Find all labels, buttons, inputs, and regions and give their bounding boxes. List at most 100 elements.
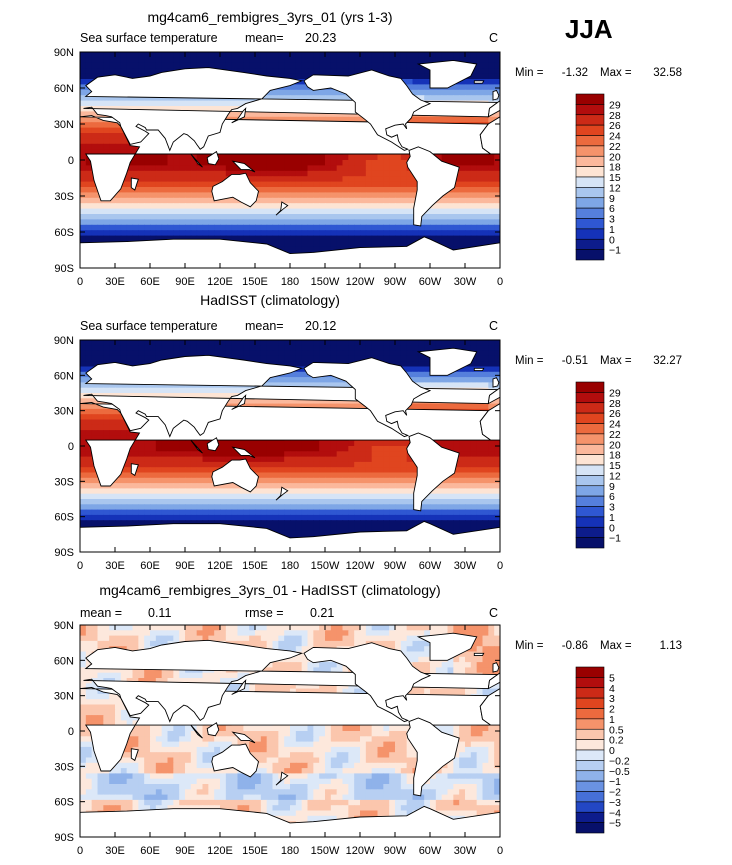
field-cell: [330, 160, 338, 166]
field-cell: [85, 419, 93, 426]
mean-value: 20.23: [305, 31, 336, 45]
field-cell: [360, 224, 367, 231]
field-cell: [313, 350, 320, 357]
field-cell: [208, 456, 215, 463]
field-cell: [389, 461, 396, 468]
field-cell: [120, 197, 128, 204]
field-cell: [202, 461, 209, 468]
field-cell: [301, 235, 309, 242]
field-cell: [115, 430, 122, 436]
field-cell: [150, 165, 157, 172]
field-cell: [290, 377, 297, 383]
field-cell: [144, 57, 151, 64]
field-cell: [470, 361, 478, 368]
field-cell: [354, 467, 361, 474]
field-cell: [167, 230, 174, 237]
field-cell: [360, 456, 367, 463]
field-cell: [319, 477, 326, 484]
field-cell: [132, 440, 139, 447]
field-cell: [155, 52, 163, 58]
field-cell: [447, 208, 454, 215]
field-cell: [138, 483, 145, 489]
field-cell: [494, 461, 500, 468]
field-cell: [290, 57, 297, 64]
field-cell: [91, 197, 99, 204]
field-cell: [395, 456, 402, 463]
field-cell: [132, 361, 139, 368]
field-cell: [97, 203, 104, 210]
field-cell: [231, 387, 239, 394]
field-cell: [80, 456, 87, 463]
field-cell: [307, 197, 314, 204]
field-cell: [144, 170, 151, 177]
colorbar-box: [575, 187, 605, 199]
field-cell: [301, 461, 309, 468]
field-cell: [220, 214, 227, 220]
field-cell: [266, 382, 274, 389]
field-cell: [249, 165, 256, 172]
field-cell: [120, 219, 128, 226]
field-cell: [272, 235, 279, 242]
field-cell: [155, 197, 163, 204]
field-cell: [255, 62, 262, 69]
field-cell: [377, 355, 384, 362]
field-cell: [185, 154, 192, 161]
field-cell: [237, 57, 244, 64]
field-cell: [231, 52, 239, 58]
field-cell: [342, 68, 349, 75]
field-cell: [173, 451, 180, 458]
colorbar-box: [575, 228, 605, 240]
field-cell: [465, 230, 472, 237]
field-cell: [120, 95, 128, 102]
field-cell: [418, 371, 425, 378]
field-cell: [371, 345, 379, 352]
field-cell: [103, 57, 110, 64]
field-cell: [325, 472, 332, 479]
field-cell: [173, 214, 180, 220]
field-cell: [138, 451, 145, 458]
field-cell: [476, 197, 484, 204]
field-cell: [325, 203, 332, 210]
field-cell: [196, 214, 204, 220]
field-cell: [313, 456, 320, 463]
field-cell: [155, 95, 163, 102]
field-cell: [447, 197, 454, 204]
field-cell: [255, 230, 262, 237]
field-cell: [85, 382, 93, 389]
field-cell: [214, 170, 221, 177]
field-cell: [208, 176, 215, 183]
field-cell: [115, 345, 122, 352]
field-cell: [144, 208, 151, 215]
field-cell: [85, 176, 93, 183]
field-cell: [132, 435, 139, 442]
field-cell: [313, 116, 320, 123]
field-cell: [470, 219, 478, 226]
field-cell: [196, 160, 204, 166]
field-cell: [255, 467, 262, 474]
field-cell: [313, 440, 320, 447]
xtick-label: 0: [497, 276, 503, 288]
field-cell: [412, 79, 419, 85]
field-cell: [272, 68, 279, 75]
field-cell: [482, 355, 489, 362]
field-cell: [295, 246, 303, 253]
field-cell: [430, 224, 437, 231]
field-cell: [371, 192, 379, 199]
field-cell: [377, 350, 384, 357]
field-cell: [85, 68, 93, 75]
field-cell: [91, 350, 99, 357]
field-cell: [465, 154, 472, 161]
field-cell: [465, 176, 472, 183]
field-cell: [412, 181, 419, 188]
field-cell: [424, 403, 431, 410]
field-cell: [278, 165, 285, 172]
field-cell: [301, 361, 309, 368]
field-cell: [173, 95, 180, 102]
field-cell: [132, 143, 139, 150]
field-cell: [80, 350, 87, 357]
field-cell: [179, 350, 186, 357]
field-cell: [383, 440, 390, 447]
field-cell: [307, 89, 314, 96]
field-cell: [155, 160, 163, 166]
field-cell: [441, 116, 449, 123]
